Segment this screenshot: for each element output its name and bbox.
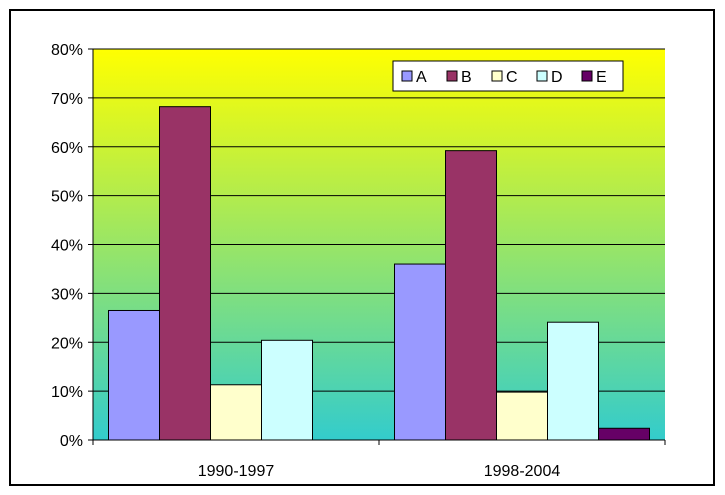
y-tick-label: 0% [60,433,83,450]
x-tick-label: 1998-2004 [484,463,561,480]
y-tick-label: 40% [51,238,83,255]
legend-swatch-D [536,70,548,82]
legend-label-D: D [551,69,563,86]
legend-swatch-B [446,70,458,82]
y-tick-label: 20% [51,335,83,352]
bar-A-1998-2004 [394,263,446,441]
bar-B-1998-2004 [445,150,497,441]
axes [88,48,666,445]
bar-E-1998-2004 [598,427,650,441]
bar-A-1990-1997 [108,309,160,441]
legend-swatch-C [491,70,503,82]
legend-label-A: A [416,69,427,86]
legend-swatch-E [581,70,593,82]
bars [108,106,650,441]
legend: A B C D E [392,60,624,92]
y-tick-label: 70% [51,91,83,108]
y-tick-label: 50% [51,189,83,206]
legend-swatch-A [401,70,413,82]
y-tick-label: 10% [51,384,83,401]
y-tick-label: 80% [51,42,83,59]
bar-C-1998-2004 [496,391,548,441]
y-tick-labels: 0% 10% 20% 30% 40% 50% 60% 70% 80% [51,42,83,450]
legend-label-E: E [596,69,607,86]
y-tick-label: 30% [51,286,83,303]
x-tick-labels: 1990-1997 1998-2004 [198,463,561,480]
bar-C-1990-1997 [210,384,262,441]
bar-D-1998-2004 [547,321,599,441]
legend-label-B: B [461,69,472,86]
bar-D-1990-1997 [261,339,313,441]
bar-B-1990-1997 [159,106,211,441]
x-tick-label: 1990-1997 [198,463,275,480]
y-tick-label: 60% [51,140,83,157]
legend-label-C: C [506,69,518,86]
